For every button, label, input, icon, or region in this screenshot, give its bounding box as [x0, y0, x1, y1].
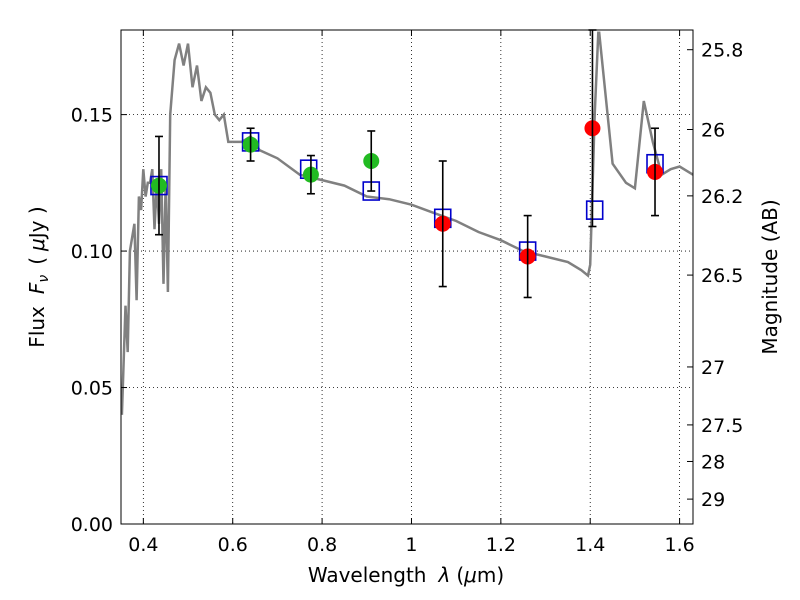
y-axis-label-text: Flux	[25, 306, 49, 348]
y2-tick-label: 25.8	[701, 40, 743, 62]
y2-tick-label: 27	[701, 357, 725, 379]
x-tick-label: 1.2	[486, 534, 516, 556]
spectrum-line	[121, 31, 693, 415]
x-tick-label: 0.8	[307, 534, 337, 556]
y-axis-label-unit-mu: μ	[25, 238, 49, 252]
y-tick-label: 0.00	[71, 514, 113, 536]
x-tick-label: 0.6	[218, 534, 248, 556]
y2-ticks: 25.8 26 26.2 26.5 27 27.5 28 29	[687, 40, 743, 511]
y2-tick-label: 28	[701, 451, 725, 473]
y2-tick-label: 26.2	[701, 186, 743, 208]
y2-tick-label: 26	[701, 119, 725, 141]
x-axis-label: Wavelength λ (μm)	[308, 563, 504, 587]
y-axis-label: Flux Fν ( μJy )	[25, 206, 52, 347]
x-ticks: 0.4 0.6 0.8 1 1.2 1.4 1.6	[128, 30, 695, 556]
y-tick-label: 0.10	[71, 241, 113, 263]
x-axis-label-unit-mu: μ	[463, 563, 477, 587]
error-bars	[154, 29, 660, 299]
x-axis-label-unit-open: (	[456, 563, 464, 587]
y-axis-label-unit-open: (	[25, 257, 49, 265]
y2-tick-label: 29	[701, 489, 725, 511]
y-axis-label-symbol: F	[25, 282, 49, 294]
x-tick-label: 1.6	[664, 534, 694, 556]
x-axis-label-text: Wavelength	[308, 563, 427, 587]
y-tick-label: 0.05	[71, 378, 113, 400]
y-axis-label-unit-close: Jy )	[25, 206, 49, 240]
plot-frame	[120, 29, 694, 525]
x-axis-label-symbol: λ	[437, 563, 450, 587]
y-ticks: 0.00 0.05 0.10 0.15	[71, 105, 127, 536]
y2-tick-label: 26.5	[701, 265, 743, 287]
y2-axis-label: Magnitude (AB)	[758, 199, 782, 354]
x-tick-label: 0.4	[128, 534, 158, 556]
y-axis-label-symbol-sub: ν	[36, 275, 52, 283]
x-tick-label: 1.4	[575, 534, 605, 556]
x-tick-label: 1	[405, 534, 417, 556]
y-tick-label: 0.15	[71, 105, 113, 127]
x-axis-label-unit-close: m)	[477, 563, 504, 587]
plot-area	[121, 31, 693, 415]
model-boxes	[150, 132, 664, 261]
y2-tick-label: 27.5	[701, 415, 743, 437]
model-box	[585, 200, 604, 220]
